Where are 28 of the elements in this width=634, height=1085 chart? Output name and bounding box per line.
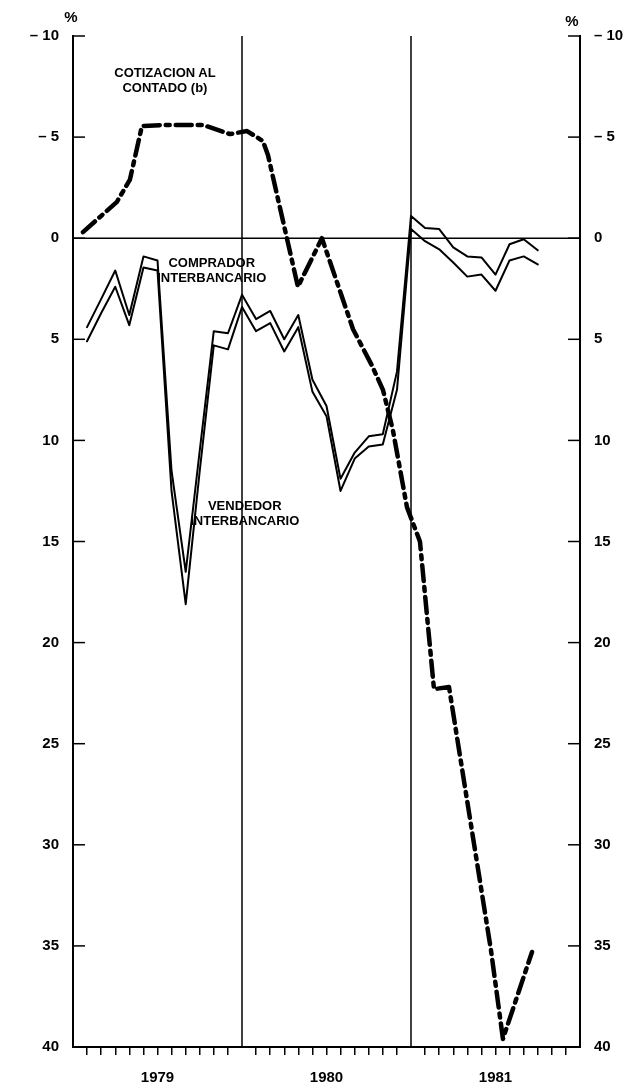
y2-tick-label: 0 bbox=[594, 228, 603, 246]
y2-tick-label: 10 bbox=[594, 430, 611, 448]
y-tick-label: – 10 bbox=[29, 26, 59, 44]
x-tick-label: 1979 bbox=[140, 1068, 175, 1085]
y2-tick-label: 25 bbox=[594, 733, 611, 751]
y-tick-label: 30 bbox=[42, 834, 59, 852]
text: COTIZACION AL CONTADO (b) bbox=[114, 64, 216, 95]
y-axis-title: % bbox=[64, 8, 78, 25]
y-tick-label: 15 bbox=[42, 531, 59, 549]
y-tick-label: 5 bbox=[50, 329, 59, 347]
y-tick-label: 10 bbox=[42, 430, 59, 448]
y2-tick-label: 35 bbox=[594, 936, 611, 954]
y-tick-label: 20 bbox=[42, 632, 59, 650]
y2-tick-label: 5 bbox=[594, 329, 603, 347]
x-tick-label: 1981 bbox=[478, 1068, 513, 1085]
y-tick-label: – 5 bbox=[38, 127, 59, 145]
y-tick-label: 0 bbox=[50, 228, 59, 246]
x-tick-label: 1980 bbox=[309, 1068, 344, 1085]
y2-tick-label: – 5 bbox=[594, 127, 615, 145]
y-tick-label: 25 bbox=[42, 733, 59, 751]
y2-tick-label: 40 bbox=[594, 1037, 611, 1055]
y2-tick-label: 30 bbox=[594, 834, 611, 852]
y-tick-label: 40 bbox=[42, 1037, 59, 1055]
y-tick-label: 35 bbox=[42, 936, 59, 954]
y2-tick-label: – 10 bbox=[594, 26, 624, 44]
y2-tick-label: 20 bbox=[594, 632, 611, 650]
y2-tick-label: 15 bbox=[594, 531, 611, 549]
y2-axis-title: % bbox=[565, 12, 579, 29]
